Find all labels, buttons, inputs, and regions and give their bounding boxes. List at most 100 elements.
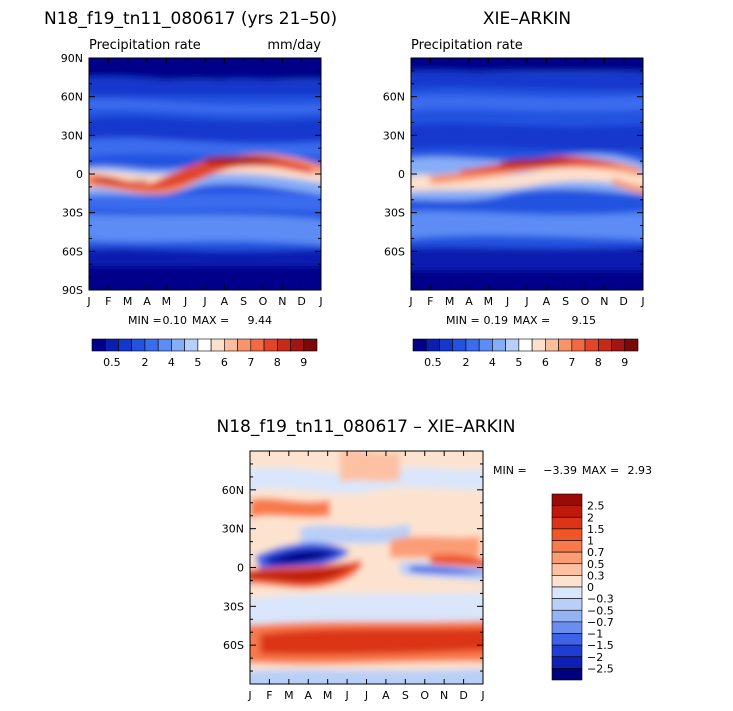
y-tick-label: 30S (223, 600, 244, 613)
colorbar-swatch (425, 338, 440, 352)
colorbar-swatch (611, 338, 626, 352)
colorbar-swatch (551, 516, 583, 530)
y-tick-label: 60N (383, 91, 405, 104)
colorbar-label: 6 (221, 356, 228, 369)
panel-model-min-label: MIN = (128, 314, 162, 327)
colorbar-swatch (551, 528, 583, 541)
colorbar-label: 5 (515, 356, 522, 369)
colorbar-label: 9 (621, 356, 628, 369)
colorbar-swatch (551, 505, 583, 518)
x-tick-label: D (459, 689, 467, 702)
colorbar-swatch (290, 338, 305, 352)
colorbar-swatch (478, 338, 493, 352)
panel-model-contours (89, 58, 321, 290)
y-tick-label: 60S (223, 639, 244, 652)
colorbar-swatch (197, 338, 212, 352)
x-tick-label: M (123, 295, 133, 308)
colorbar-label: 0.5 (587, 558, 605, 571)
colorbar-swatch (412, 338, 427, 352)
colorbar-label: 2 (587, 511, 594, 524)
colorbar-swatch (558, 338, 573, 352)
x-tick-label: J (344, 689, 348, 702)
colorbar-label: −0.5 (587, 604, 614, 617)
colorbar-swatch (91, 338, 106, 352)
panel-obs-min-value: 0.19 (484, 314, 509, 327)
colorbar-swatch (452, 338, 467, 352)
y-tick-label: 30N (61, 129, 83, 142)
colorbar-swatch (118, 338, 133, 352)
colorbar-swatch (184, 338, 199, 352)
colorbar-label: 0.5 (103, 356, 121, 369)
colorbar-swatch (224, 338, 238, 352)
panel-obs-title: XIE–ARKIN (483, 9, 571, 29)
x-tick-label: A (465, 295, 473, 308)
x-tick-label: J (247, 689, 251, 702)
x-tick-label: S (562, 295, 569, 308)
x-tick-label: O (259, 295, 268, 308)
x-tick-label: J (408, 295, 412, 308)
y-tick-label: 90S (62, 284, 83, 297)
panel-diff-field (250, 451, 483, 684)
colorbar-swatch (571, 338, 586, 352)
x-tick-label: J (364, 689, 368, 702)
x-tick-label: J (86, 295, 90, 308)
colorbar-swatch (465, 338, 480, 352)
x-tick-label: S (240, 295, 247, 308)
colorbar-label: 0.5 (424, 356, 442, 369)
y-tick-label: 30S (62, 207, 83, 220)
colorbar-swatch (171, 338, 185, 352)
colorbar-swatch (551, 644, 583, 658)
x-tick-label: A (304, 689, 312, 702)
colorbar-swatch (250, 338, 265, 352)
x-tick-label: D (619, 295, 627, 308)
panel-diff-min-label: MIN = (493, 464, 527, 477)
x-tick-label: A (143, 295, 151, 308)
colorbar-label: 8 (274, 356, 281, 369)
colorbar-label: 6 (542, 356, 549, 369)
colorbar-label: 5 (194, 356, 201, 369)
colorbar-label: 7 (247, 356, 254, 369)
colorbar-label: −1 (587, 628, 603, 641)
colorbar-label: 7 (568, 356, 575, 369)
colorbar-swatch (276, 338, 291, 352)
y-tick-label: 0 (398, 168, 405, 181)
colorbar-swatch (551, 656, 583, 669)
colorbar-label: 0 (587, 581, 594, 594)
x-tick-label: F (266, 689, 272, 702)
panel-model-colorbar: 0.5 2 4 5 6 7 8 9 (91, 338, 318, 369)
colorbar-label: −2 (587, 651, 603, 664)
x-tick-label: A (221, 295, 229, 308)
x-tick-label: J (505, 295, 509, 308)
y-tick-label: 0 (76, 168, 83, 181)
x-tick-label: M (484, 295, 494, 308)
y-tick-label: 60S (384, 245, 405, 258)
x-tick-label: F (427, 295, 433, 308)
x-tick-label: J (640, 295, 644, 308)
panel-model-units: mm/day (267, 38, 321, 53)
colorbar-swatch (597, 338, 612, 352)
colorbar-label: 0.7 (587, 546, 605, 559)
colorbar-swatch (551, 621, 583, 634)
colorbar-swatch (131, 338, 146, 352)
colorbar-label: 1.5 (587, 523, 605, 536)
colorbar-label: −0.7 (587, 616, 614, 629)
panel-obs-subtitle-left: Precipitation rate (411, 38, 523, 53)
colorbar-label: 8 (595, 356, 602, 369)
colorbar-label: 2 (462, 356, 469, 369)
x-tick-label: O (581, 295, 590, 308)
panel-diff: N18_f19_tn11_080617 – XIE–ARKIN (217, 417, 652, 702)
y-tick-label: 90N (61, 52, 83, 65)
panel-obs-colorbar: 0.5 2 4 5 6 7 8 9 (412, 338, 639, 369)
x-tick-label: J (524, 295, 528, 308)
y-tick-label: 60N (222, 484, 244, 497)
panel-diff-max-label: MAX = (582, 464, 619, 477)
y-tick-label: 60S (62, 245, 83, 258)
colorbar-swatch (551, 609, 583, 623)
panel-obs-min-label: MIN = (446, 314, 480, 327)
colorbar-label: −1.5 (587, 639, 614, 652)
x-tick-label: J (480, 689, 484, 702)
